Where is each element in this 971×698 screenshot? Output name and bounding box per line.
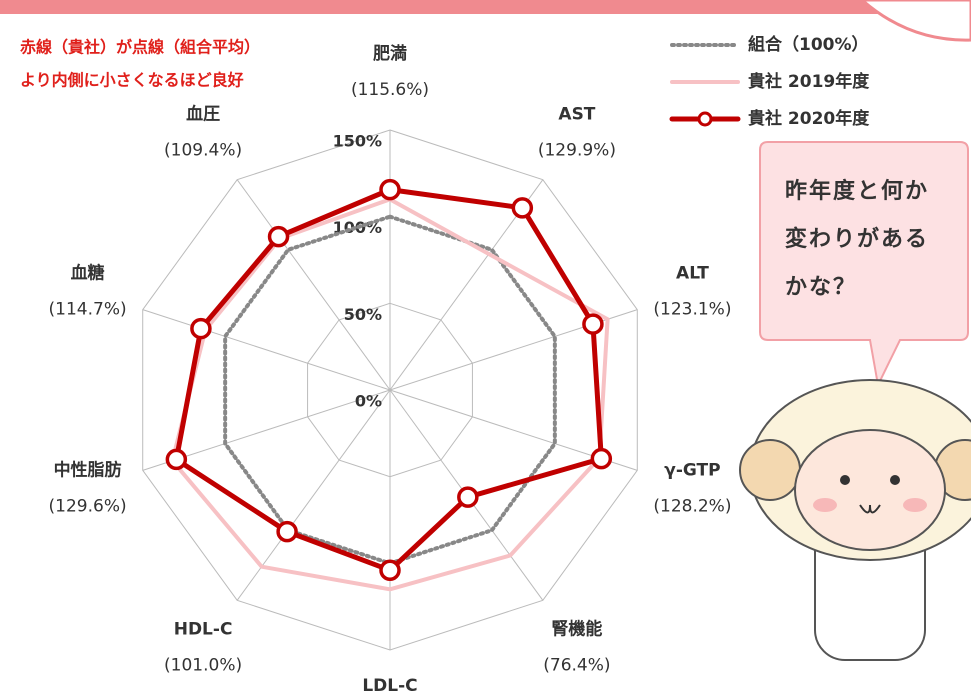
value-label: (114.7%): [49, 300, 127, 320]
category-label: AST: [558, 105, 595, 125]
value-label: (101.0%): [164, 655, 242, 675]
spoke: [237, 390, 390, 600]
header-bar: [0, 0, 971, 14]
marker: [459, 488, 477, 506]
category-label: 血圧: [186, 104, 220, 125]
category-label: HDL-C: [174, 619, 233, 639]
bubble-text: 変わりがある: [785, 226, 929, 252]
value-label: (129.9%): [538, 141, 616, 161]
category-label: 肥満: [373, 43, 407, 64]
note: 赤線（貴社）が点線（組合平均）: [20, 38, 260, 57]
marker: [592, 450, 610, 468]
category-label: 腎機能: [551, 618, 602, 639]
note: より内側に小さくなるほど良好: [20, 71, 244, 90]
category-label: 中性脂肪: [54, 459, 122, 480]
category-label: LDL-C: [362, 676, 417, 696]
r-tick-label: 50%: [344, 305, 382, 324]
value-label: (109.4%): [164, 141, 242, 161]
corner-badge: [862, 0, 971, 40]
category-label: 血糖: [71, 263, 105, 284]
r-tick-label: 0%: [355, 392, 382, 411]
legend-label: 貴社 2019年度: [748, 71, 870, 92]
value-label: (129.6%): [49, 496, 127, 516]
marker: [270, 228, 288, 246]
bubble-text: 昨年度と何か: [785, 178, 929, 204]
bubble-text: かな？: [785, 275, 857, 300]
series-line: [176, 190, 601, 571]
category-label: ALT: [676, 264, 709, 284]
spoke: [237, 180, 390, 390]
sheep-illustration: [740, 380, 971, 660]
value-label: (115.6%): [351, 80, 429, 100]
marker: [381, 561, 399, 579]
legend-label: 組合（100%）: [748, 34, 869, 55]
r-tick-label: 150%: [333, 132, 382, 151]
marker: [584, 315, 602, 333]
marker: [381, 181, 399, 199]
category-label: γ-GTP: [664, 460, 720, 480]
chart: 赤線（貴社）が点線（組合平均） より内側に小さくなるほど良好昨年度と何か変わりがあ…: [0, 0, 971, 698]
marker: [278, 523, 296, 541]
marker: [167, 450, 185, 468]
legend-marker: [699, 113, 711, 125]
marker: [513, 199, 531, 217]
value-label: (123.1%): [653, 300, 731, 320]
value-label: (128.2%): [653, 496, 731, 516]
legend-label: 貴社 2020年度: [748, 108, 870, 129]
value-label: (76.4%): [543, 655, 610, 675]
marker: [192, 320, 210, 338]
